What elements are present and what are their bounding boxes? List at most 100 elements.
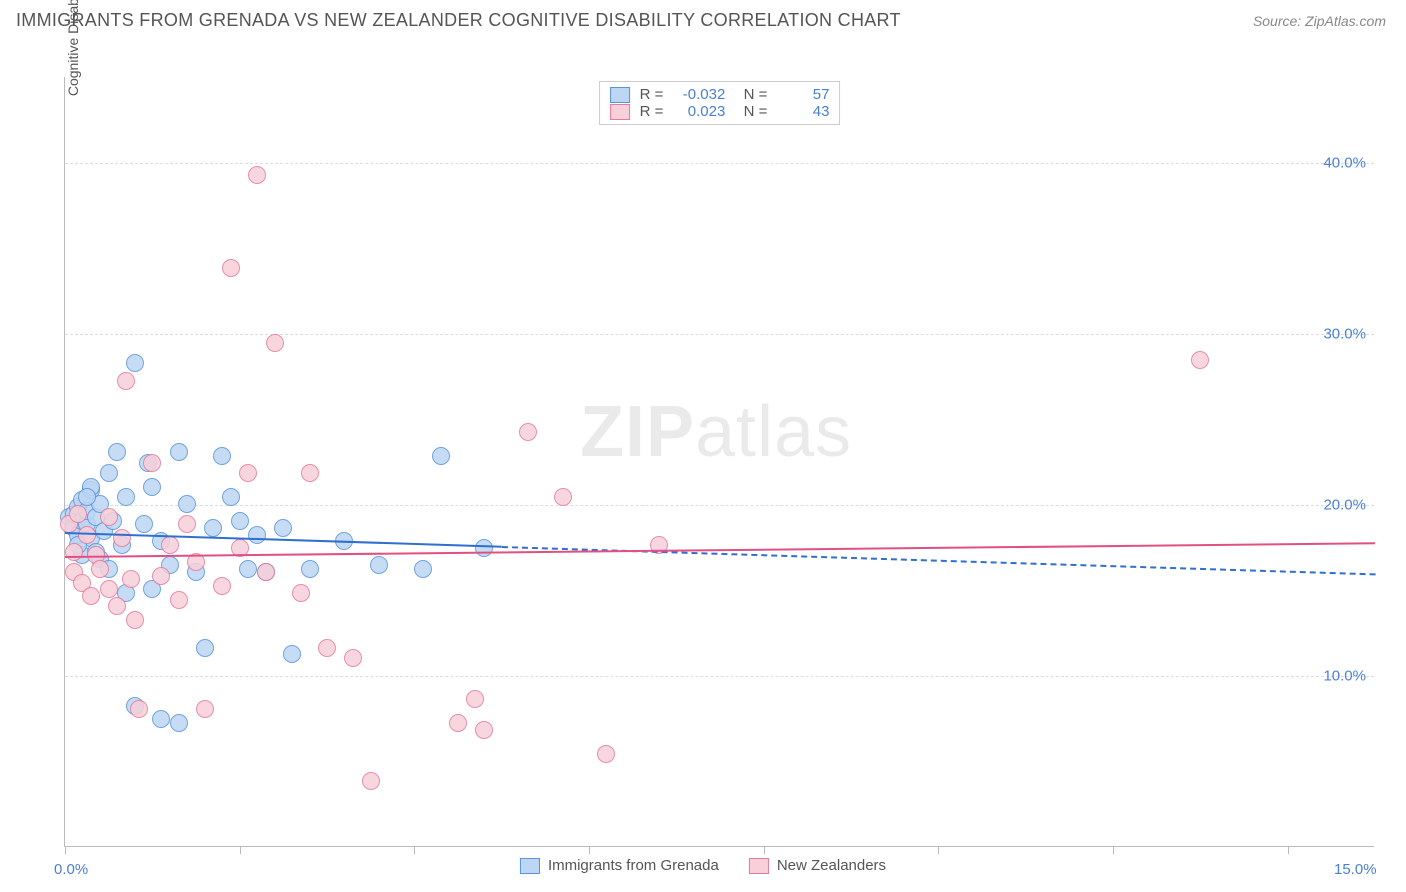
data-point bbox=[519, 423, 537, 441]
legend-n-value: 43 bbox=[777, 103, 829, 120]
data-point bbox=[301, 464, 319, 482]
legend-n-label: N = bbox=[735, 86, 767, 103]
data-point bbox=[100, 464, 118, 482]
data-point bbox=[135, 515, 153, 533]
legend-n-value: 57 bbox=[777, 86, 829, 103]
x-tick-label: 0.0% bbox=[54, 861, 88, 878]
x-tick bbox=[240, 846, 241, 854]
data-point bbox=[152, 710, 170, 728]
data-point bbox=[143, 478, 161, 496]
legend-r-label: R = bbox=[640, 86, 664, 103]
data-point bbox=[370, 556, 388, 574]
data-point bbox=[196, 639, 214, 657]
x-tick bbox=[938, 846, 939, 854]
x-tick bbox=[589, 846, 590, 854]
legend-series-label: New Zealanders bbox=[777, 857, 886, 874]
correlation-legend: R = -0.032 N = 57 R = 0.023 N = 43 bbox=[599, 81, 841, 125]
data-point bbox=[266, 334, 284, 352]
data-point bbox=[301, 560, 319, 578]
data-point bbox=[213, 577, 231, 595]
x-tick bbox=[1288, 846, 1289, 854]
data-point bbox=[362, 772, 380, 790]
data-point bbox=[78, 488, 96, 506]
data-point bbox=[248, 166, 266, 184]
data-point bbox=[239, 464, 257, 482]
data-point bbox=[152, 567, 170, 585]
data-point bbox=[414, 560, 432, 578]
legend-r-value: 0.023 bbox=[673, 103, 725, 120]
series-legend: Immigrants from Grenada New Zealanders bbox=[520, 857, 886, 874]
gridline bbox=[65, 334, 1374, 335]
data-point bbox=[222, 488, 240, 506]
data-point bbox=[170, 714, 188, 732]
data-point bbox=[231, 512, 249, 530]
data-point bbox=[248, 526, 266, 544]
legend-series-label: Immigrants from Grenada bbox=[548, 857, 719, 874]
y-tick-label: 20.0% bbox=[1323, 496, 1366, 513]
data-point bbox=[170, 443, 188, 461]
data-point bbox=[161, 536, 179, 554]
data-point bbox=[122, 570, 140, 588]
data-point bbox=[117, 488, 135, 506]
y-tick-label: 10.0% bbox=[1323, 667, 1366, 684]
y-tick-label: 30.0% bbox=[1323, 325, 1366, 342]
gridline bbox=[65, 676, 1374, 677]
data-point bbox=[554, 488, 572, 506]
legend-r-value: -0.032 bbox=[673, 86, 725, 103]
chart-title: IMMIGRANTS FROM GRENADA VS NEW ZEALANDER… bbox=[16, 10, 901, 31]
data-point bbox=[213, 447, 231, 465]
legend-correlation-row: R = 0.023 N = 43 bbox=[610, 103, 830, 120]
data-point bbox=[292, 584, 310, 602]
data-point bbox=[222, 259, 240, 277]
data-point bbox=[257, 563, 275, 581]
x-tick bbox=[764, 846, 765, 854]
legend-r-label: R = bbox=[640, 103, 664, 120]
data-point bbox=[178, 495, 196, 513]
data-point bbox=[466, 690, 484, 708]
data-point bbox=[1191, 351, 1209, 369]
data-point bbox=[130, 700, 148, 718]
gridline bbox=[65, 505, 1374, 506]
data-point bbox=[82, 587, 100, 605]
data-point bbox=[318, 639, 336, 657]
legend-correlation-row: R = -0.032 N = 57 bbox=[610, 86, 830, 103]
data-point bbox=[69, 505, 87, 523]
data-point bbox=[449, 714, 467, 732]
data-point bbox=[113, 529, 131, 547]
data-point bbox=[597, 745, 615, 763]
data-point bbox=[170, 591, 188, 609]
legend-series-item: Immigrants from Grenada bbox=[520, 857, 719, 874]
data-point bbox=[65, 543, 83, 561]
data-point bbox=[178, 515, 196, 533]
data-point bbox=[283, 645, 301, 663]
y-tick-label: 40.0% bbox=[1323, 154, 1366, 171]
data-point bbox=[117, 372, 135, 390]
data-point bbox=[344, 649, 362, 667]
data-point bbox=[475, 721, 493, 739]
data-point bbox=[108, 443, 126, 461]
gridline bbox=[65, 163, 1374, 164]
data-point bbox=[274, 519, 292, 537]
watermark: ZIPatlas bbox=[580, 391, 852, 473]
data-point bbox=[196, 700, 214, 718]
data-point bbox=[432, 447, 450, 465]
source-label: Source: ZipAtlas.com bbox=[1253, 13, 1386, 29]
x-tick bbox=[1113, 846, 1114, 854]
legend-n-label: N = bbox=[735, 103, 767, 120]
legend-swatch bbox=[610, 87, 630, 103]
data-point bbox=[91, 560, 109, 578]
x-tick-label: 15.0% bbox=[1334, 861, 1377, 878]
data-point bbox=[100, 508, 118, 526]
legend-swatch bbox=[520, 858, 540, 874]
data-point bbox=[108, 597, 126, 615]
data-point bbox=[204, 519, 222, 537]
x-tick bbox=[414, 846, 415, 854]
legend-series-item: New Zealanders bbox=[749, 857, 886, 874]
data-point bbox=[475, 539, 493, 557]
x-tick bbox=[65, 846, 66, 854]
data-point bbox=[143, 454, 161, 472]
trend-line bbox=[65, 542, 1375, 558]
data-point bbox=[126, 354, 144, 372]
legend-swatch bbox=[749, 858, 769, 874]
data-point bbox=[100, 580, 118, 598]
